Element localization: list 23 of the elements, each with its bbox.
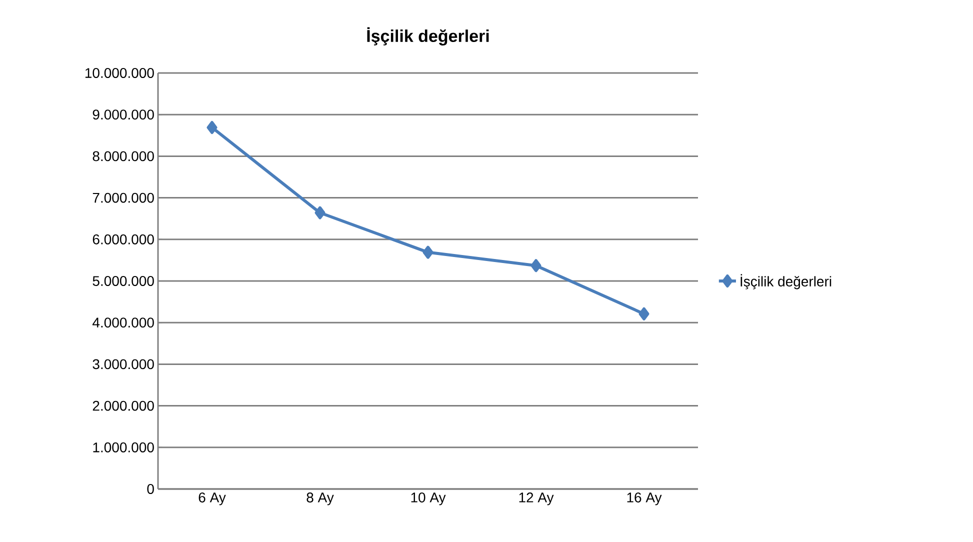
y-tick-label: 2.000.000 — [92, 400, 154, 411]
y-tick-label: 3.000.000 — [92, 359, 154, 370]
x-tick-label: 6 Ay — [198, 492, 226, 506]
y-tick-label: 0 — [147, 484, 154, 494]
y-tick-label: 8.000.000 — [92, 151, 154, 162]
legend-label: İşçilik değerleri — [740, 274, 832, 290]
point — [530, 259, 542, 272]
x-tick-label: 8 Ay — [306, 492, 334, 506]
point — [638, 307, 650, 320]
point — [206, 120, 218, 134]
y-tick-label: 4.000.000 — [92, 318, 154, 328]
y-tick-label: 6.000.000 — [92, 234, 154, 244]
y-tick-label: 5.000.000 — [92, 276, 154, 286]
point — [314, 206, 326, 220]
x-tick-label: 10 Ay — [411, 492, 446, 506]
y-tick-label: 9.000.000 — [92, 110, 154, 120]
chart-title: İşçilik değerleri — [367, 27, 489, 46]
y-tick-label: 10.000.000 — [85, 68, 154, 78]
y-tick-label: 1.000.000 — [93, 442, 154, 452]
y-tick-label: 7.000.000 — [92, 192, 154, 203]
x-tick-label: 12 Ay — [519, 492, 554, 506]
x-tick-label: 16 Ay — [627, 492, 662, 506]
point — [422, 246, 434, 259]
